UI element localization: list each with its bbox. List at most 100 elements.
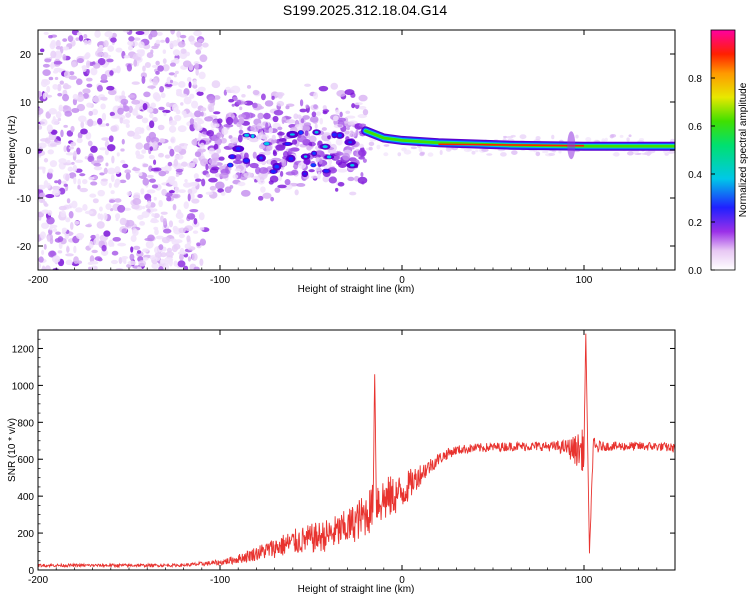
- spectrogram-cell: [293, 113, 299, 120]
- spectrogram-cell: [62, 38, 68, 42]
- spectrogram-cell: [171, 244, 178, 253]
- spectrogram-cell: [322, 111, 328, 115]
- spectrogram-cell: [282, 150, 289, 158]
- spectrogram-cell: [211, 80, 221, 89]
- spectrogram-cell: [271, 95, 275, 100]
- spectrogram-cell: [200, 111, 204, 117]
- spectrogram-cell: [68, 75, 78, 80]
- x-tick-label: 100: [576, 575, 593, 586]
- spectrogram-cell: [122, 163, 129, 169]
- spectrogram-cell: [138, 41, 145, 49]
- spectrogram-cell: [135, 142, 144, 150]
- spectrogram-cell: [86, 102, 93, 108]
- spectrogram-cell: [111, 115, 120, 119]
- spectrogram-cell: [75, 207, 83, 213]
- spectrogram-cell: [58, 158, 67, 164]
- spectrogram-cell: [136, 250, 142, 254]
- spectrogram-cell: [38, 184, 46, 190]
- spectrogram-cell: [336, 89, 347, 97]
- spectrogram-cell: [82, 93, 89, 99]
- spectrogram-cell: [209, 185, 217, 191]
- spectrogram-cell: [232, 174, 239, 179]
- spectrogram-cell: [230, 85, 241, 94]
- spectrogram-cell: [131, 81, 140, 85]
- spectrogram-cell: [75, 232, 85, 240]
- spectrogram-cell: [304, 83, 311, 87]
- spectrogram-cell: [178, 81, 186, 88]
- spectrogram-cell: [174, 239, 183, 244]
- spectrogram-cell: [270, 169, 277, 174]
- spectrogram-cell: [105, 162, 109, 167]
- spectrogram-cell: [63, 183, 68, 187]
- spectrogram-cell: [46, 124, 53, 133]
- spectrogram-cell: [161, 188, 167, 196]
- spectrogram-cell: [73, 150, 77, 157]
- spectrogram-cell: [192, 79, 197, 86]
- spectrogram-cell: [49, 237, 54, 245]
- spectrogram-cell: [236, 99, 242, 105]
- ridge-band: [364, 129, 675, 148]
- spectrogram-cell: [198, 212, 205, 221]
- spectrogram-cell: [172, 203, 177, 211]
- spectrogram-cell: [225, 165, 229, 174]
- spectrogram-cell: [314, 123, 318, 129]
- spectrogram-cell: [55, 231, 61, 235]
- spectrogram-cell: [201, 42, 209, 48]
- spectrogram-cell: [360, 171, 364, 178]
- spectrogram-cell: [114, 95, 119, 102]
- spectrogram-cell: [142, 248, 149, 253]
- spectrogram-cell: [153, 226, 159, 231]
- spectrogram-cell: [111, 32, 117, 38]
- spectrogram-cell: [280, 166, 285, 170]
- spectrogram-cell: [96, 85, 103, 92]
- x-tick-label: -200: [28, 575, 48, 586]
- spectrogram-cell: [120, 159, 126, 164]
- spectrogram-cell: [177, 260, 186, 268]
- spectrogram-cell: [217, 188, 224, 193]
- spectrogram-cell: [511, 150, 518, 155]
- spectrogram-cell: [230, 137, 240, 144]
- spectrogram-cell: [197, 86, 206, 93]
- spectrogram-cell: [65, 152, 74, 156]
- spectrogram-cell: [64, 110, 73, 117]
- spectrogram-cell: [55, 50, 62, 58]
- spectrogram-cell: [86, 77, 93, 82]
- spectrogram-cell: [51, 255, 61, 264]
- spectrogram-cell: [178, 233, 185, 239]
- y-tick-label: 20: [20, 50, 32, 61]
- spectrogram-cell: [344, 130, 350, 135]
- spectrogram-cell: [73, 176, 77, 185]
- spectrogram-cell: [48, 35, 53, 39]
- spectrogram-cell: [157, 124, 165, 131]
- spectrogram-cell: [107, 144, 116, 152]
- spectrogram-cell: [127, 94, 136, 99]
- spectrogram-cell: [142, 163, 149, 168]
- spectrogram-cell: [193, 121, 198, 130]
- spectrogram-cell: [638, 137, 645, 141]
- spectrogram-cell: [195, 49, 202, 55]
- spectrogram-cell: [111, 242, 115, 247]
- spectrogram-cell: [160, 39, 166, 43]
- spectrogram-cell: [162, 109, 171, 114]
- spectrogram-cell: [110, 174, 115, 183]
- spectrogram-cell: [260, 93, 266, 101]
- spectrogram-cell: [175, 211, 184, 220]
- spectrogram-cell: [152, 116, 158, 123]
- spectrogram-cell: [103, 230, 111, 237]
- spectrogram-cell: [93, 162, 102, 167]
- spectrogram-cell: [303, 155, 308, 158]
- spectrogram-cell: [123, 105, 130, 112]
- spectrogram-cell: [71, 61, 77, 68]
- spectrogram-cell: [155, 70, 160, 75]
- spectrogram-cell: [88, 266, 92, 270]
- spectrogram-cell: [90, 67, 98, 76]
- spectrogram-cell: [151, 184, 159, 189]
- spectrogram-cell: [135, 103, 144, 111]
- spectrogram-cell: [158, 138, 166, 143]
- spectrogram-cell: [62, 46, 70, 51]
- spectrogram-cell: [42, 63, 50, 68]
- spectrogram-cell: [259, 156, 263, 160]
- spectrogram-cell: [77, 184, 81, 190]
- y-tick-label: -20: [17, 242, 32, 253]
